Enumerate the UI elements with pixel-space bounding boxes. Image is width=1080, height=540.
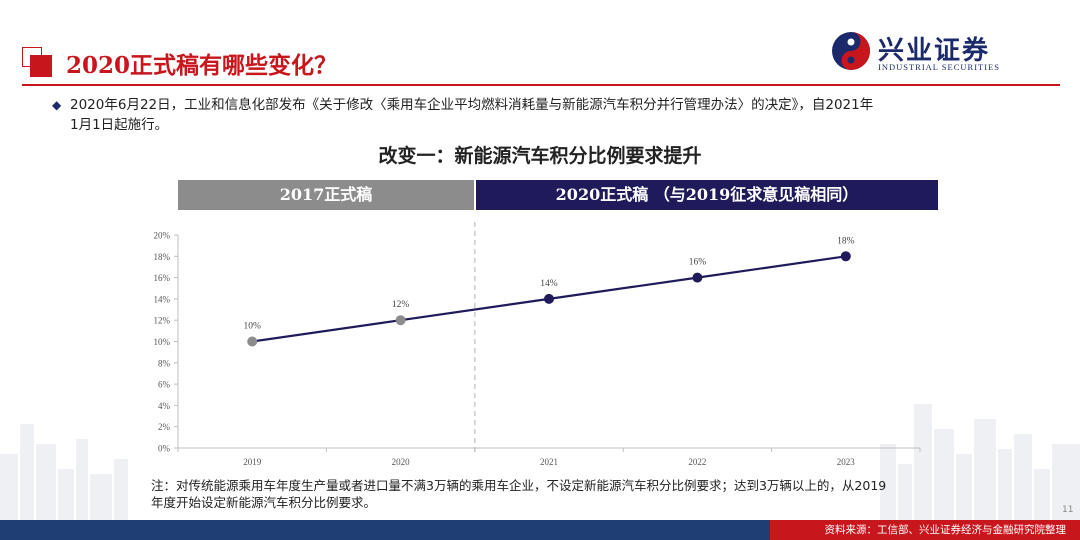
title-divider xyxy=(22,84,1060,86)
intro-bullet: ◆ 2020年6月22日，工业和信息化部发布《关于修改〈乘用车企业平均燃料消耗量… xyxy=(52,95,1030,135)
x-tick-label: 2023 xyxy=(837,457,856,467)
city-skyline-background xyxy=(0,404,1080,524)
footer-source: 资料来源：工信部、兴业证券经济与金融研究院整理 xyxy=(824,524,1067,536)
diamond-bullet-icon: ◆ xyxy=(52,98,62,112)
title-marker-icon xyxy=(22,47,52,77)
y-tick-label: 0% xyxy=(158,444,171,454)
y-tick-label: 14% xyxy=(154,294,171,304)
page-number: 11 xyxy=(1062,505,1074,515)
x-tick-label: 2020 xyxy=(392,457,411,467)
data-point xyxy=(395,315,406,326)
data-point xyxy=(692,272,703,283)
y-tick-label: 12% xyxy=(154,316,171,326)
x-tick-label: 2022 xyxy=(688,457,706,467)
chart-subtitle: 改变一：新能源汽车积分比例要求提升 xyxy=(378,145,702,167)
band-2020-draft: 2020正式稿 （与2019征求意见稿相同） xyxy=(476,180,938,210)
data-point xyxy=(247,336,258,347)
data-label: 18% xyxy=(837,236,855,246)
logo-emblem-icon xyxy=(832,32,870,70)
y-tick-label: 16% xyxy=(154,273,171,283)
x-tick-label: 2021 xyxy=(540,457,558,467)
footer-accent xyxy=(770,520,1080,540)
note-line-1: 注：对传统能源乘用车年度生产量或者进口量不满3万辆的乘用车企业，不设定新能源汽车… xyxy=(151,478,887,493)
chart-note: 注：对传统能源乘用车年度生产量或者进口量不满3万辆的乘用车企业，不设定新能源汽车… xyxy=(151,477,951,511)
data-label: 10% xyxy=(243,322,261,332)
page-title: 2020正式稿有哪些变化？ xyxy=(66,52,338,79)
intro-line-1: 2020年6月22日，工业和信息化部发布《关于修改〈乘用车企业平均燃料消耗量与新… xyxy=(70,97,874,113)
y-tick-label: 2% xyxy=(158,422,171,432)
company-logo: 兴业证券 INDUSTRIAL SECURITIES xyxy=(830,30,1030,74)
y-tick-label: 10% xyxy=(154,337,171,347)
data-point xyxy=(544,293,554,304)
y-tick-label: 20% xyxy=(154,231,171,241)
y-tick-label: 18% xyxy=(154,252,171,262)
credit-ratio-line-chart: 0% 2% 4% 6% 8% 10% 12% 14% 16% 18% 20% 2019 2020 2021… xyxy=(154,222,921,467)
y-tick-label: 4% xyxy=(158,401,171,411)
logo-english-name: INDUSTRIAL SECURITIES xyxy=(878,62,1000,72)
note-line-2: 年度开始设定新能源汽车积分比例要求。 xyxy=(151,495,377,510)
data-label: 16% xyxy=(689,258,707,268)
data-label: 14% xyxy=(540,279,558,289)
y-tick-label: 8% xyxy=(158,358,171,368)
logo-chinese-name: 兴业证券 xyxy=(878,36,991,66)
x-tick-label: 2019 xyxy=(243,457,262,467)
data-point xyxy=(840,251,851,262)
data-label: 12% xyxy=(392,300,410,310)
band-2017-draft: 2017正式稿 xyxy=(178,180,474,210)
intro-line-2: 1月1日起施行。 xyxy=(70,117,169,133)
y-tick-label: 6% xyxy=(158,380,171,390)
